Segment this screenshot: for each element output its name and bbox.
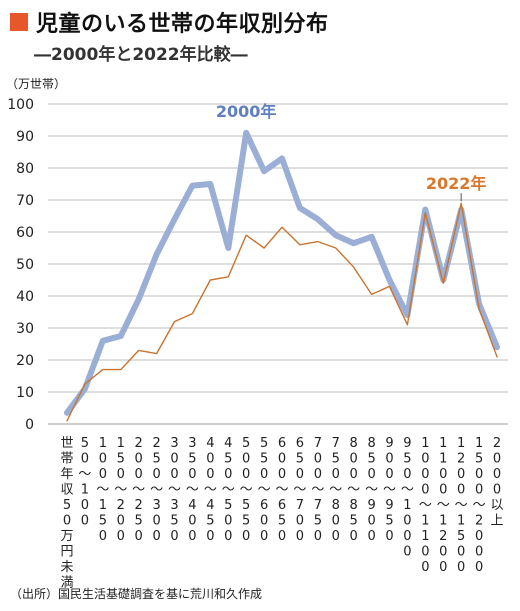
- y-axis-ticks: 0 10 20 30 40 50 60 70 80 90 100: [7, 97, 34, 433]
- x-tick-label: 7 0 0 ～ 7 5 0: [311, 436, 324, 544]
- y-tick-label: 40: [16, 289, 34, 305]
- x-tick-label: 9 5 0 ～ 1 0 0 0: [401, 436, 414, 560]
- title-marker: [10, 13, 28, 31]
- y-tick-label: 0: [25, 417, 34, 433]
- y-tick-label: 70: [16, 193, 34, 209]
- x-tick-label: 世帯年収 5 0 万円未満: [60, 436, 73, 591]
- x-axis-categories: 世帯年収 5 0 万円未満 5 0 ～ 1 0 0 1 0 0 ～ 1 5 0 1 5 0 ～ 2 0 0 2 0 0 ～ 2 5 0 2 5 0…: [60, 436, 503, 591]
- x-tick-label: 3 0 0 ～ 3 5 0: [168, 436, 181, 544]
- chart-subtitle: ―2000年と2022年比較―: [34, 45, 248, 65]
- y-tick-label: 30: [16, 321, 34, 337]
- series-line-2000: [64, 129, 500, 416]
- title-row: 児童のいる世帯の年収別分布: [10, 6, 329, 38]
- x-tick-label: 4 5 0 ～ 5 0 0: [222, 436, 235, 544]
- x-tick-label: 8 0 0 ～ 8 5 0: [347, 436, 360, 544]
- x-tick-label: 3 5 0 ～ 4 0 0: [186, 436, 199, 544]
- y-tick-label: 100: [7, 97, 34, 113]
- x-tick-label: 1 1 0 0 ～ 1 2 0 0: [437, 436, 450, 575]
- y-tick-label: 20: [16, 353, 34, 369]
- source-note: （出所）国民生活基礎調査を基に荒川和久作成: [10, 587, 263, 601]
- x-tick-label: 1 5 0 0 ～ 2 0 0 0: [473, 436, 486, 575]
- x-tick-label: 1 0 0 ～ 1 5 0: [96, 436, 109, 544]
- x-tick-label: 5 0 0 ～ 5 5 0: [240, 436, 253, 544]
- x-tick-label: 2 5 0 ～ 3 0 0: [150, 436, 163, 544]
- x-tick-label: 8 5 0 ～ 9 0 0: [365, 436, 378, 544]
- y-tick-label: 90: [16, 129, 34, 145]
- x-tick-label: 1 2 0 0 ～ 1 5 0 0: [455, 436, 468, 575]
- x-tick-label: 2 0 0 ～ 2 5 0: [132, 436, 145, 544]
- x-tick-label: 5 5 0 ～ 6 0 0: [258, 436, 271, 544]
- x-tick-label: 1 5 0 ～ 2 0 0: [114, 436, 127, 544]
- series-line-2022: [66, 202, 498, 422]
- x-tick-label: 6 5 0 ～ 7 0 0: [293, 436, 306, 544]
- chart-title: 児童のいる世帯の年収別分布: [36, 12, 329, 37]
- x-tick-label: 2 0 0 0 以上: [490, 436, 503, 529]
- x-tick-label: 1 0 0 0 ～ 1 1 0 0: [419, 436, 432, 575]
- series-label-2000: 2000年: [216, 102, 277, 121]
- series-label-2022: 2022年: [426, 174, 487, 193]
- y-tick-label: 80: [16, 161, 34, 177]
- y-tick-label: 60: [16, 225, 34, 241]
- x-tick-label: 5 0 ～ 1 0 0: [78, 436, 91, 529]
- series-labels: 2000年 2022年: [216, 102, 487, 202]
- x-tick-label: 4 0 0 ～ 4 5 0: [204, 436, 217, 544]
- y-tick-label: 50: [16, 257, 34, 273]
- y-axis-unit: （万世帯）: [6, 77, 66, 91]
- x-tick-label: 6 0 0 ～ 6 5 0: [275, 436, 288, 544]
- x-tick-label: 7 5 0 ～ 8 0 0: [329, 436, 342, 544]
- y-tick-label: 10: [16, 385, 34, 401]
- x-tick-label: 9 0 0 ～ 9 5 0: [383, 436, 396, 544]
- series-lines: [64, 129, 500, 422]
